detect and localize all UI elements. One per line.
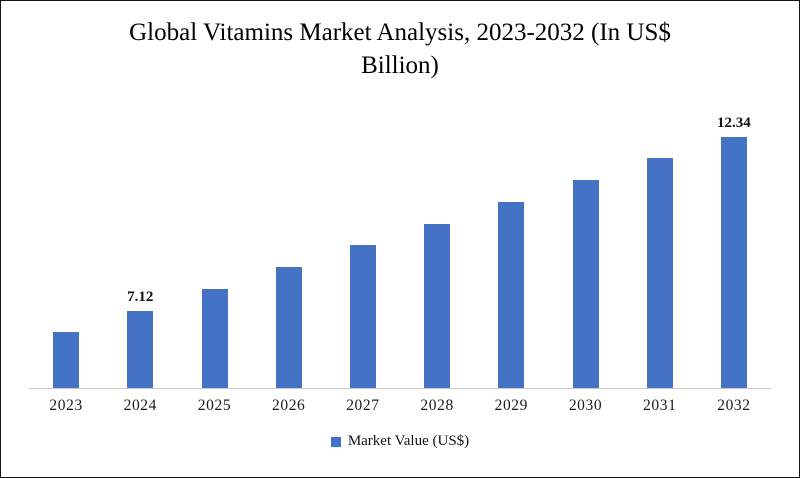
bar-column: 12.34: [697, 115, 771, 388]
x-tick-label: 2030: [568, 397, 603, 414]
bar: [720, 136, 747, 388]
x-tick-label: 2025: [197, 397, 232, 414]
chart-title: Global Vitamins Market Analysis, 2023-20…: [129, 19, 671, 79]
x-tick-label: 2029: [494, 397, 529, 414]
x-tick-label: 2028: [420, 397, 454, 414]
bar-column: [623, 158, 697, 388]
bar: [127, 310, 154, 388]
x-tick-label: 2031: [643, 397, 677, 414]
x-tick-label: 2023: [49, 397, 83, 414]
x-tick-label: 2026: [272, 397, 306, 414]
bar: [424, 223, 451, 388]
plot-area: 7.12 12.34 2023 2024 2025 2026 2027 2028 2029 20…: [29, 98, 771, 415]
bar: [572, 180, 599, 388]
bar: [53, 332, 80, 388]
bar: [646, 158, 673, 388]
bar-column: [326, 245, 400, 388]
bar: [498, 202, 525, 388]
bar-column: [177, 289, 251, 388]
legend: Market Value (US$): [1, 433, 799, 450]
bar-column: 7.12: [103, 289, 177, 388]
x-tick-label: 2024: [123, 397, 157, 414]
legend-swatch: [330, 436, 341, 447]
bar-column: [29, 332, 103, 388]
bar-column: [400, 223, 474, 388]
bars-row: 7.12 12.34: [29, 98, 771, 389]
x-tick-label: 2027: [346, 397, 380, 414]
bar: [349, 245, 376, 388]
legend-label: Market Value (US$): [347, 433, 470, 449]
bar: [201, 289, 228, 388]
bar-column: [252, 267, 326, 388]
data-label: 12.34: [717, 114, 751, 131]
bar-column: [548, 180, 622, 388]
bar: [275, 267, 302, 388]
data-label: 7.12: [127, 288, 154, 305]
bar-column: [474, 202, 548, 388]
x-tick-label: 2032: [717, 397, 751, 414]
x-axis-labels: 2023 2024 2025 2026 2027 2028 2029 2030 2031 2032: [29, 397, 771, 415]
